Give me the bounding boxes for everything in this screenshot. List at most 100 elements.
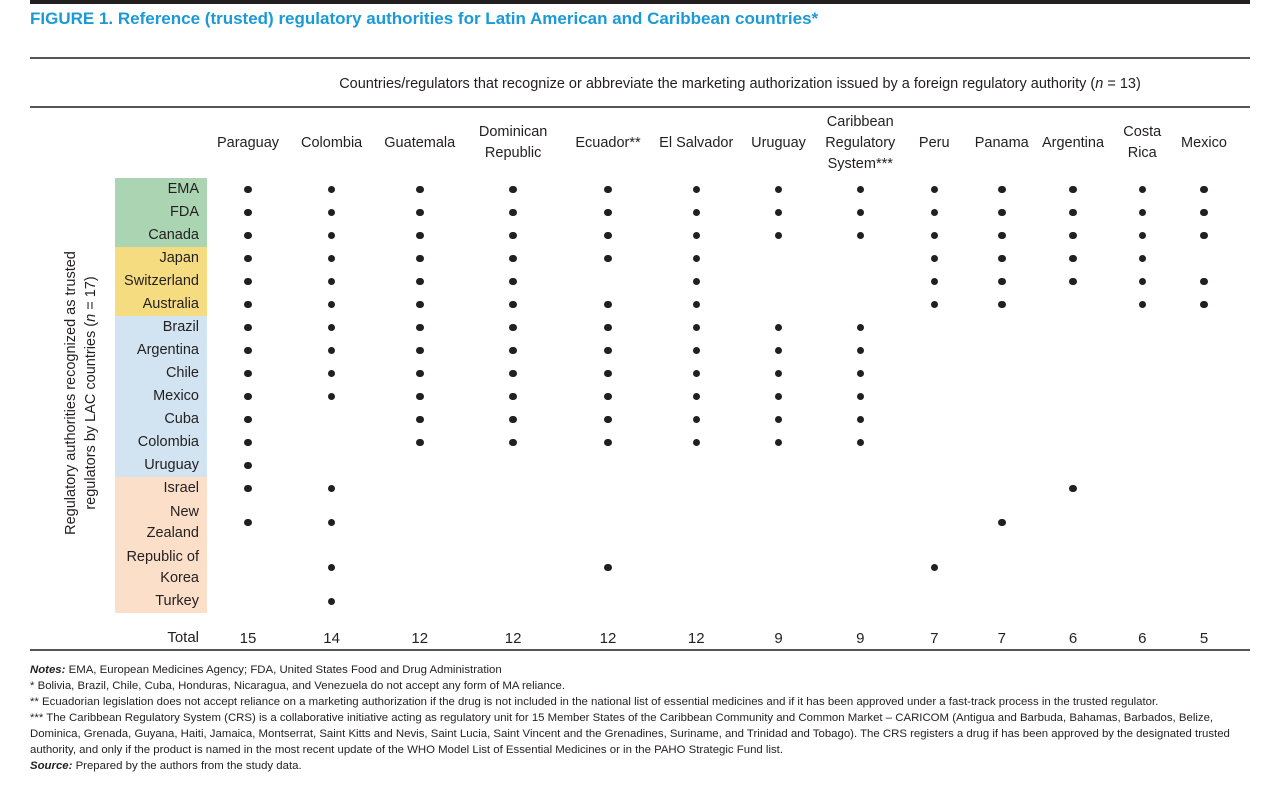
dot-icon xyxy=(327,369,336,378)
y-axis-n: n xyxy=(83,313,99,322)
dot-icon xyxy=(856,415,864,424)
matrix-dot xyxy=(738,316,820,339)
matrix-dot xyxy=(289,178,374,201)
dot-icon xyxy=(774,323,783,332)
dot-icon xyxy=(416,369,424,378)
dot-icon xyxy=(509,415,517,424)
dot-icon xyxy=(856,231,864,240)
matrix-dot xyxy=(374,247,465,270)
matrix-dot xyxy=(207,454,289,477)
dot-icon xyxy=(1200,300,1208,309)
total-value: 12 xyxy=(504,629,522,647)
matrix-dot xyxy=(1175,293,1234,316)
matrix-dot xyxy=(561,385,655,408)
matrix-dot xyxy=(465,178,561,201)
matrix-dot xyxy=(738,408,820,431)
column-header: Peru xyxy=(918,134,950,151)
dot-icon xyxy=(327,518,336,527)
matrix-dot xyxy=(374,408,465,431)
dot-icon xyxy=(244,185,252,194)
matrix-dot xyxy=(820,178,902,201)
matrix-dot xyxy=(820,362,902,385)
top-border xyxy=(30,0,1250,4)
total-value: 12 xyxy=(599,629,617,647)
dot-icon xyxy=(1200,231,1208,240)
matrix-dot xyxy=(655,316,738,339)
dot-icon xyxy=(604,323,612,332)
dot-icon xyxy=(604,369,612,378)
dot-icon xyxy=(856,392,864,401)
matrix-dot xyxy=(738,362,820,385)
matrix-dot xyxy=(561,293,655,316)
matrix-dot xyxy=(374,316,465,339)
dot-icon xyxy=(930,300,938,309)
dot-icon xyxy=(692,392,700,401)
dot-icon xyxy=(692,208,700,217)
dot-icon xyxy=(930,277,938,286)
column-header: Dominican Republic xyxy=(478,124,548,161)
dot-icon xyxy=(692,185,700,194)
dot-icon xyxy=(416,254,424,263)
matrix-dot xyxy=(465,385,561,408)
matrix-dot xyxy=(465,201,561,224)
total-value: 12 xyxy=(687,629,705,647)
matrix-dot xyxy=(465,224,561,247)
dot-icon xyxy=(692,415,700,424)
matrix-dot xyxy=(374,293,465,316)
dot-icon xyxy=(244,369,252,378)
matrix-dot xyxy=(207,316,289,339)
dot-icon xyxy=(416,438,424,447)
row-label: Brazil xyxy=(115,316,207,339)
matrix-dot xyxy=(289,385,374,408)
matrix-dot xyxy=(289,477,374,500)
dot-icon xyxy=(509,346,517,355)
matrix-dot xyxy=(561,545,655,590)
matrix-dot xyxy=(207,477,289,500)
dot-icon xyxy=(509,231,517,240)
total-value: 9 xyxy=(856,629,865,647)
column-header: Mexico xyxy=(1181,134,1227,151)
dot-icon xyxy=(1069,208,1077,217)
row-label: Colombia xyxy=(115,431,207,454)
matrix-dot xyxy=(207,500,289,545)
matrix-dot xyxy=(1036,270,1110,293)
horizontal-rule-header xyxy=(30,106,1250,108)
matrix-dot xyxy=(1036,477,1110,500)
matrix-dot xyxy=(655,431,738,454)
column-group-header-rest: = 13) xyxy=(1103,76,1141,92)
matrix-dot xyxy=(207,224,289,247)
matrix-dot xyxy=(820,385,902,408)
matrix-dot xyxy=(901,201,968,224)
dot-icon xyxy=(604,392,612,401)
dot-icon xyxy=(509,300,517,309)
dot-icon xyxy=(416,231,424,240)
dot-icon xyxy=(1069,254,1077,263)
column-header: Caribbean Regulatory System*** xyxy=(825,113,896,172)
matrix-dot xyxy=(738,178,820,201)
matrix-dot xyxy=(207,431,289,454)
dot-icon xyxy=(509,323,517,332)
dot-icon xyxy=(856,346,864,355)
dot-icon xyxy=(244,438,252,447)
matrix-dot xyxy=(738,431,820,454)
y-axis-rest: = 17) xyxy=(83,276,99,314)
matrix-dot xyxy=(1110,270,1175,293)
dot-icon xyxy=(774,185,783,194)
matrix-dot xyxy=(655,178,738,201)
matrix-dot xyxy=(561,178,655,201)
row-label: Israel xyxy=(115,477,207,500)
matrix-dot xyxy=(465,316,561,339)
matrix-dot xyxy=(289,362,374,385)
dot-icon xyxy=(930,185,938,194)
total-value: 9 xyxy=(774,629,783,647)
dot-icon xyxy=(930,208,938,217)
totals-row: 15 14 12 12 12 12 9 9 7 7 6 6 5 xyxy=(207,627,1234,649)
column-header: Argentina xyxy=(1041,134,1105,151)
matrix-dot xyxy=(968,247,1037,270)
matrix-dot xyxy=(901,545,968,590)
matrix-dot xyxy=(655,385,738,408)
dot-icon xyxy=(1069,185,1077,194)
matrix-dot xyxy=(655,270,738,293)
total-value: 6 xyxy=(1138,629,1147,647)
matrix-dot xyxy=(1175,224,1234,247)
